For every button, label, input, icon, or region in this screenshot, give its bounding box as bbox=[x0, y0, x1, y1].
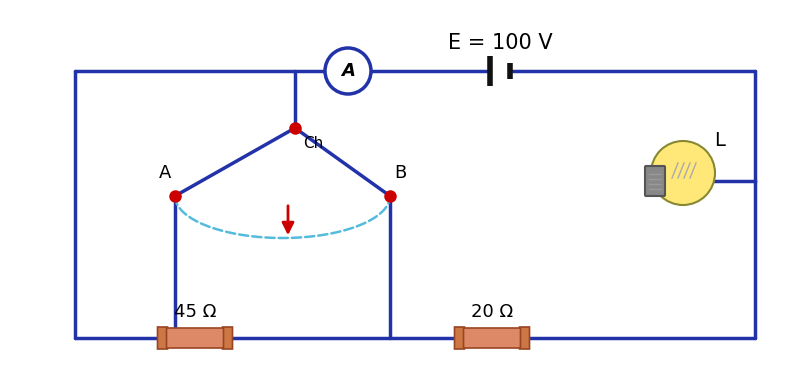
Circle shape bbox=[325, 48, 371, 94]
Circle shape bbox=[651, 141, 715, 205]
Text: A: A bbox=[159, 164, 171, 182]
FancyBboxPatch shape bbox=[520, 327, 529, 349]
Text: A: A bbox=[341, 62, 355, 80]
Text: Ch: Ch bbox=[303, 136, 323, 151]
Text: L: L bbox=[714, 132, 726, 150]
Text: 20 Ω: 20 Ω bbox=[471, 303, 513, 321]
FancyBboxPatch shape bbox=[222, 327, 233, 349]
Text: B: B bbox=[393, 164, 406, 182]
FancyBboxPatch shape bbox=[166, 328, 224, 348]
Text: E = 100 V: E = 100 V bbox=[448, 33, 553, 53]
Text: 45 Ω: 45 Ω bbox=[174, 303, 217, 321]
FancyBboxPatch shape bbox=[158, 327, 167, 349]
FancyBboxPatch shape bbox=[645, 166, 665, 196]
FancyBboxPatch shape bbox=[454, 327, 465, 349]
FancyBboxPatch shape bbox=[464, 328, 520, 348]
